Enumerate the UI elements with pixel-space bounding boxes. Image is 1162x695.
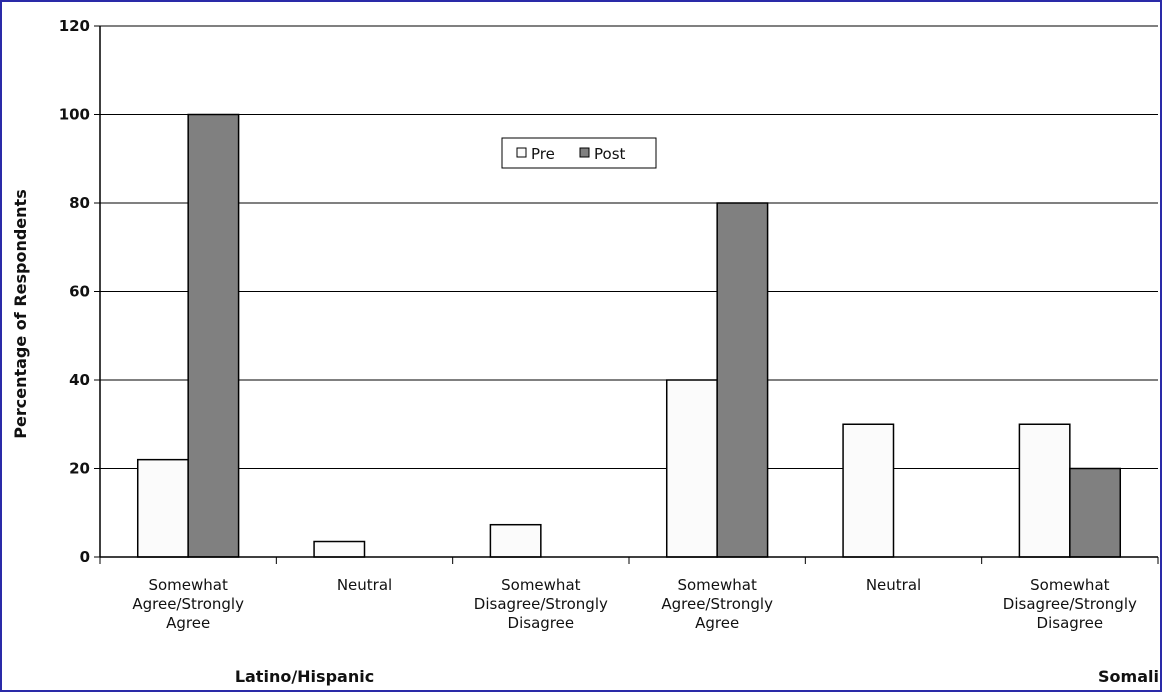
y-tick-label: 120 [59,17,90,35]
x-category-label: Agree/Strongly [661,595,773,613]
bar-post-0 [187,113,240,558]
y-tick-label: 100 [59,106,90,124]
x-category-label: Somewhat [677,576,757,594]
legend-box [501,137,657,169]
group-label-latino-hispanic: Latino/Hispanic [235,667,374,686]
legend-swatch-pre [516,147,527,158]
bar-pre-4 [842,423,895,558]
bar-pre-2 [489,523,542,558]
x-category-label: Somewhat [501,576,581,594]
y-tick-label: 20 [69,460,90,478]
bar-pre-1 [313,540,366,558]
x-category-label: Agree/Strongly [132,595,244,613]
y-tick-label: 40 [69,371,90,389]
bar-post-3 [716,202,769,558]
x-category-label: Disagree/Strongly [474,595,608,613]
legend: Pre Post [501,137,657,169]
y-axis-label: Percentage of Respondents [11,189,30,438]
gridlines [100,25,1158,469]
legend-label-post: Post [594,145,626,163]
y-tick-label: 0 [80,548,90,566]
x-category-label: Disagree [508,614,575,632]
y-tick-label: 80 [69,194,90,212]
group-label-somali: Somali [1098,667,1159,686]
axes [94,25,1159,564]
bar-pre-3 [665,379,718,558]
legend-label-pre: Pre [531,145,555,163]
x-category-label: Neutral [337,576,392,594]
bars [136,113,1122,558]
x-category-label: Disagree [1037,614,1104,632]
x-category-label: Agree [695,614,739,632]
bar-pre-5 [1018,423,1071,558]
legend-swatch-post [579,147,590,158]
x-category-label: Somewhat [1030,576,1110,594]
y-tick-labels: 0 20 40 60 80 100 120 [59,17,90,566]
x-category-label: Neutral [866,576,921,594]
bar-post-5 [1069,467,1122,558]
x-category-label: Agree [166,614,210,632]
x-category-label: Disagree/Strongly [1003,595,1137,613]
x-group-labels: Latino/Hispanic Somali [235,667,1159,686]
bar-pre-0 [136,458,189,558]
y-tick-label: 60 [69,283,90,301]
x-category-label: Somewhat [148,576,228,594]
